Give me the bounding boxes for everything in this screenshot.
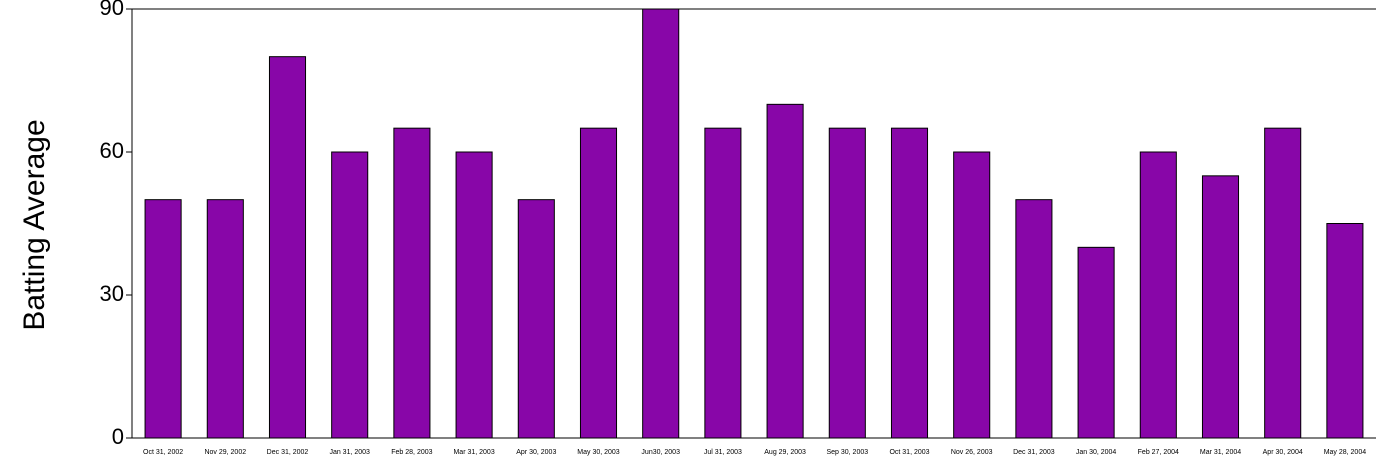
bar (206, 199, 244, 439)
x-tick-label: Jun30, 2003 (641, 449, 680, 456)
bar (1326, 223, 1364, 439)
bar (1015, 199, 1053, 439)
bar (144, 199, 182, 439)
x-tick-label: Oct 31, 2002 (143, 449, 183, 456)
y-tick-label: 90 (100, 0, 124, 20)
x-tick-label: Jan 31, 2003 (329, 449, 370, 456)
bar (1264, 127, 1302, 439)
x-tick-label: Nov 29, 2002 (204, 449, 246, 456)
x-tick-label: Nov 26, 2003 (951, 449, 993, 456)
x-tick-label: Aug 29, 2003 (764, 449, 806, 456)
bar (1139, 151, 1177, 439)
bar (890, 127, 929, 439)
bar (331, 151, 369, 439)
x-tick-label: Feb 27, 2004 (1138, 449, 1179, 456)
bar (642, 8, 680, 439)
bar (393, 127, 431, 439)
bar (455, 151, 493, 439)
bar (579, 127, 618, 439)
bar (1077, 246, 1115, 439)
bar (1201, 175, 1240, 439)
bar (953, 151, 991, 439)
y-tick-label: 0 (112, 424, 124, 449)
x-tick-label: Jul 31, 2003 (704, 449, 742, 456)
bar (517, 199, 555, 439)
x-tick-label: May 30, 2003 (577, 449, 620, 456)
x-tick-label: Jan 30, 2004 (1076, 449, 1117, 456)
bar (704, 127, 742, 439)
x-tick-label: Mar 31, 2003 (453, 449, 494, 456)
y-axis-title: Batting Average (18, 119, 51, 330)
bar (828, 127, 866, 439)
x-tick-label: Mar 31, 2004 (1200, 449, 1241, 456)
x-tick-label: Sep 30, 2003 (826, 449, 868, 456)
x-tick-label: Oct 31, 2003 (889, 449, 929, 456)
x-tick-label: Apr 30, 2004 (1263, 449, 1303, 456)
x-tick-label: Dec 31, 2003 (1013, 449, 1055, 456)
x-tick-label: Apr 30, 2003 (516, 449, 556, 456)
bar (766, 103, 804, 439)
x-tick-label: May 28, 2004 (1324, 449, 1367, 456)
x-tick-label: Dec 31, 2002 (267, 449, 309, 456)
y-tick-label: 30 (100, 281, 124, 306)
y-tick-label: 60 (100, 138, 124, 163)
bar (268, 56, 307, 439)
x-tick-label: Feb 28, 2003 (391, 449, 432, 456)
